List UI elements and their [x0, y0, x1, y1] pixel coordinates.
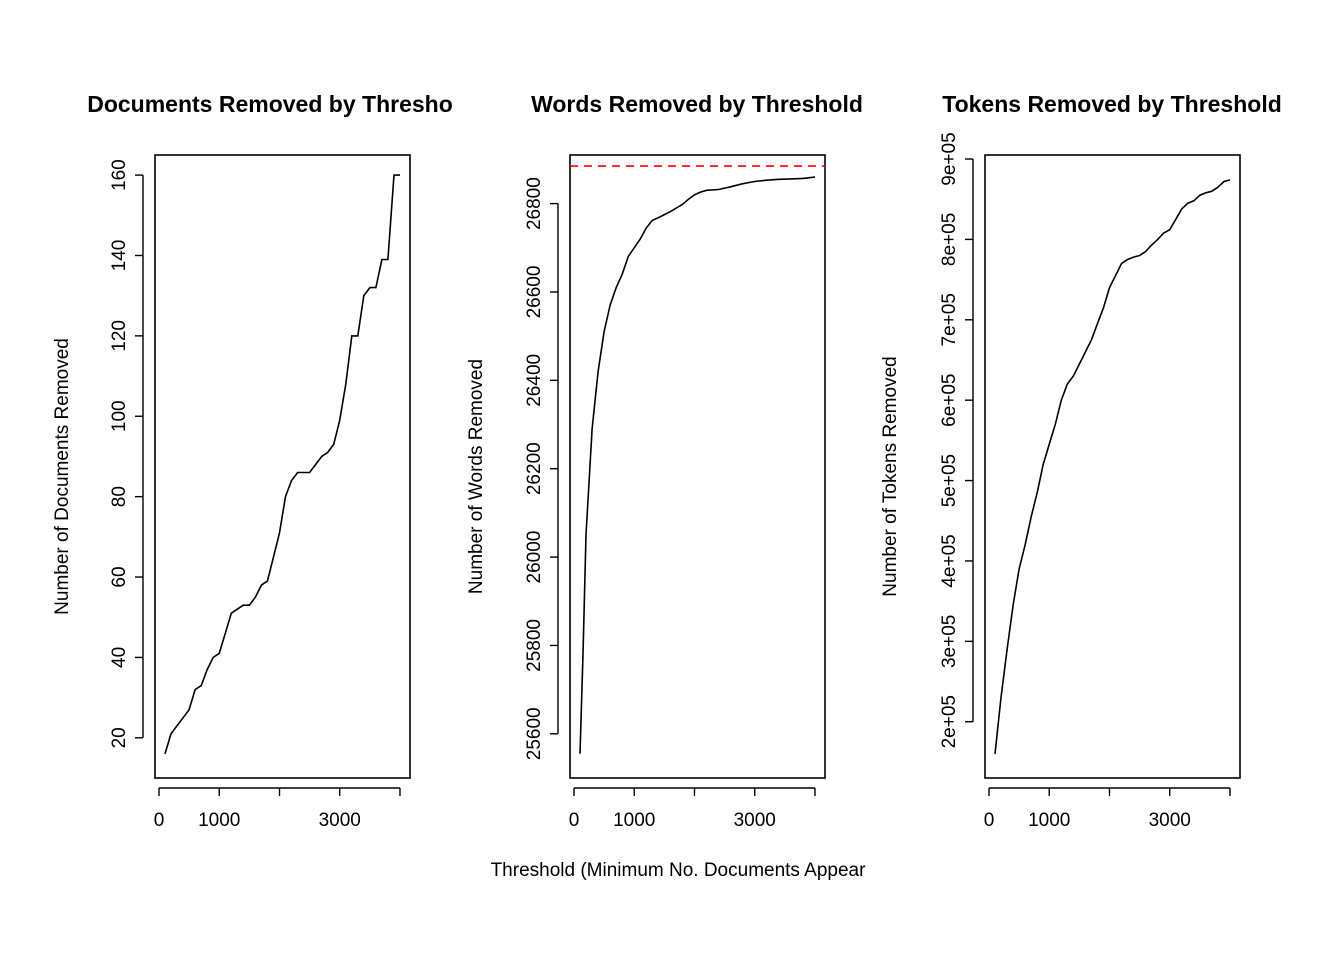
- y-tick-label: 26000: [524, 531, 545, 584]
- plot-frame: [569, 154, 826, 779]
- y-tick-label: 20: [109, 727, 130, 748]
- y-axis-label: Number of Tokens Removed: [880, 356, 901, 596]
- series-line: [164, 174, 400, 755]
- y-tick-label: 4e+05: [939, 534, 960, 587]
- chart-title: Tokens Removed by Threshold: [942, 91, 1282, 117]
- y-tick-label: 6e+05: [939, 373, 960, 426]
- y-tick-label: 25600: [524, 707, 545, 760]
- x-tick-label: 1000: [613, 810, 655, 831]
- y-tick-label: 26800: [524, 177, 545, 230]
- y-tick-label: 40: [109, 647, 130, 668]
- y-tick-label: 7e+05: [939, 293, 960, 346]
- chart-panel-documents: Documents Removed by Thresho 0 1000 3000 20 4…: [52, 91, 453, 831]
- x-tick-label: 0: [569, 810, 580, 831]
- y-axis-label: Number of Words Removed: [466, 359, 487, 594]
- y-tick-label: 3e+05: [939, 615, 960, 668]
- y-tick-label: 26200: [524, 442, 545, 495]
- x-tick-label: 3000: [734, 810, 776, 831]
- chart-title: Documents Removed by Thresho: [87, 91, 453, 117]
- y-tick-label: 2e+05: [939, 695, 960, 748]
- x-tick-label: 0: [984, 810, 995, 831]
- y-tick-label: 26600: [524, 266, 545, 319]
- y-tick-label: 80: [109, 486, 130, 507]
- y-tick-label: 8e+05: [939, 213, 960, 266]
- x-tick-label: 3000: [1149, 810, 1191, 831]
- x-tick-label: 1000: [198, 810, 240, 831]
- chart-panel-words: Words Removed by Threshold 0 1000 3000 25600…: [466, 91, 863, 831]
- x-tick-label: 3000: [319, 810, 361, 831]
- chart-title: Words Removed by Threshold: [531, 91, 863, 117]
- y-axis-label: Number of Documents Removed: [52, 338, 73, 615]
- chart-panel-tokens: Tokens Removed by Threshold 0 1000 3000 2e+0…: [880, 91, 1282, 831]
- x-tick-label: 1000: [1028, 810, 1070, 831]
- plot-frame: [984, 154, 1241, 779]
- y-tick-label: 26400: [524, 354, 545, 407]
- x-tick-label: 0: [154, 810, 165, 831]
- shared-x-axis-label: Threshold (Minimum No. Documents Appear: [491, 860, 867, 881]
- y-tick-label: 60: [109, 566, 130, 587]
- y-tick-label: 100: [109, 400, 130, 432]
- y-tick-label: 5e+05: [939, 454, 960, 507]
- y-tick-label: 140: [109, 240, 130, 272]
- y-tick-label: 25800: [524, 619, 545, 672]
- series-line: [579, 176, 816, 754]
- y-tick-label: 9e+05: [939, 132, 960, 185]
- plot-frame: [154, 154, 411, 779]
- y-tick-label: 160: [109, 159, 130, 191]
- y-tick-label: 120: [109, 320, 130, 352]
- series-line: [994, 179, 1231, 754]
